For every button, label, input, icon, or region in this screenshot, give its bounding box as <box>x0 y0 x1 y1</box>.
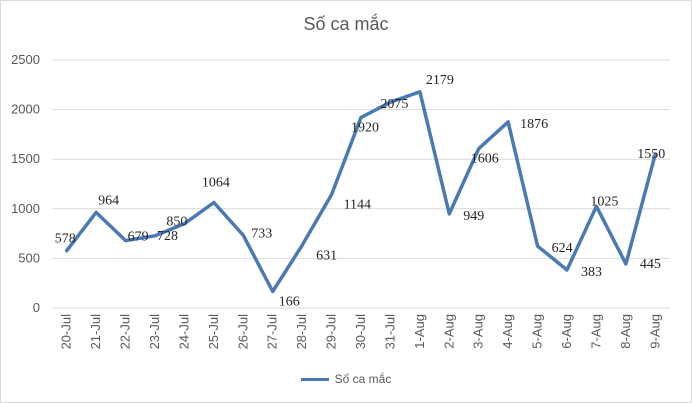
y-tick-label: 2500 <box>11 52 40 67</box>
x-tick-label: 20-Jul <box>59 314 74 350</box>
data-label: 728 <box>157 229 178 244</box>
x-tick-label: 4-Aug <box>500 314 515 349</box>
x-tick-label: 23-Jul <box>147 314 162 350</box>
data-label: 1025 <box>590 194 618 209</box>
legend-swatch <box>300 378 329 382</box>
y-tick-label: 500 <box>18 250 40 265</box>
data-label: 578 <box>55 232 76 247</box>
legend-label: Số ca mắc <box>334 372 392 386</box>
x-tick-label: 29-Jul <box>324 314 339 350</box>
x-tick-label: 31-Jul <box>382 314 397 350</box>
data-label: 1606 <box>471 152 499 167</box>
x-tick-label: 1-Aug <box>412 314 427 349</box>
x-tick-label: 30-Jul <box>353 314 368 350</box>
x-axis-ticks: 20-Jul 21-Jul 22-Jul 23-Jul 24-Jul 25-Jul 26-J… <box>59 314 663 350</box>
x-tick-label: 22-Jul <box>118 314 133 350</box>
data-label: 1876 <box>520 117 548 132</box>
x-tick-label: 6-Aug <box>559 314 574 349</box>
data-label: 166 <box>279 295 300 310</box>
x-tick-label: 3-Aug <box>471 314 486 349</box>
x-tick-label: 26-Jul <box>235 314 250 350</box>
x-tick-label: 27-Jul <box>265 314 280 350</box>
data-label: 445 <box>640 257 661 272</box>
data-label: 733 <box>251 226 272 241</box>
x-tick-label: 8-Aug <box>618 314 633 349</box>
y-tick-label: 0 <box>33 300 40 315</box>
series-line <box>64 90 658 294</box>
data-label: 1550 <box>637 147 665 162</box>
data-label: 1920 <box>351 121 379 136</box>
x-tick-label: 21-Jul <box>88 314 103 350</box>
series-layer <box>64 90 658 294</box>
x-tick-label: 25-Jul <box>206 314 221 350</box>
data-label: 679 <box>128 230 149 245</box>
legend: Số ca mắc <box>0 372 692 386</box>
x-tick-label: 28-Jul <box>294 314 309 350</box>
x-tick-label: 5-Aug <box>530 314 545 349</box>
data-label: 964 <box>98 193 119 208</box>
data-label: 1064 <box>202 175 230 190</box>
chart-title: Số ca mắc <box>303 14 389 34</box>
x-tick-label: 2-Aug <box>441 314 456 349</box>
data-label: 624 <box>552 241 573 256</box>
data-label: 2179 <box>426 73 454 88</box>
y-tick-label: 2000 <box>11 102 40 117</box>
x-tick-label: 24-Jul <box>176 314 191 350</box>
data-label: 850 <box>166 215 187 230</box>
data-label: 949 <box>463 209 484 224</box>
data-label: 383 <box>581 265 602 280</box>
x-tick-label: 7-Aug <box>588 314 603 349</box>
y-axis-ticks: 0 500 1000 1500 2000 2500 <box>11 52 40 315</box>
y-tick-label: 1500 <box>11 151 40 166</box>
gridlines <box>52 59 670 309</box>
y-tick-label: 1000 <box>11 201 40 216</box>
data-label: 2075 <box>380 97 408 112</box>
data-label: 631 <box>316 248 337 263</box>
x-tick-label: 9-Aug <box>647 314 662 349</box>
data-label: 1144 <box>344 198 371 213</box>
